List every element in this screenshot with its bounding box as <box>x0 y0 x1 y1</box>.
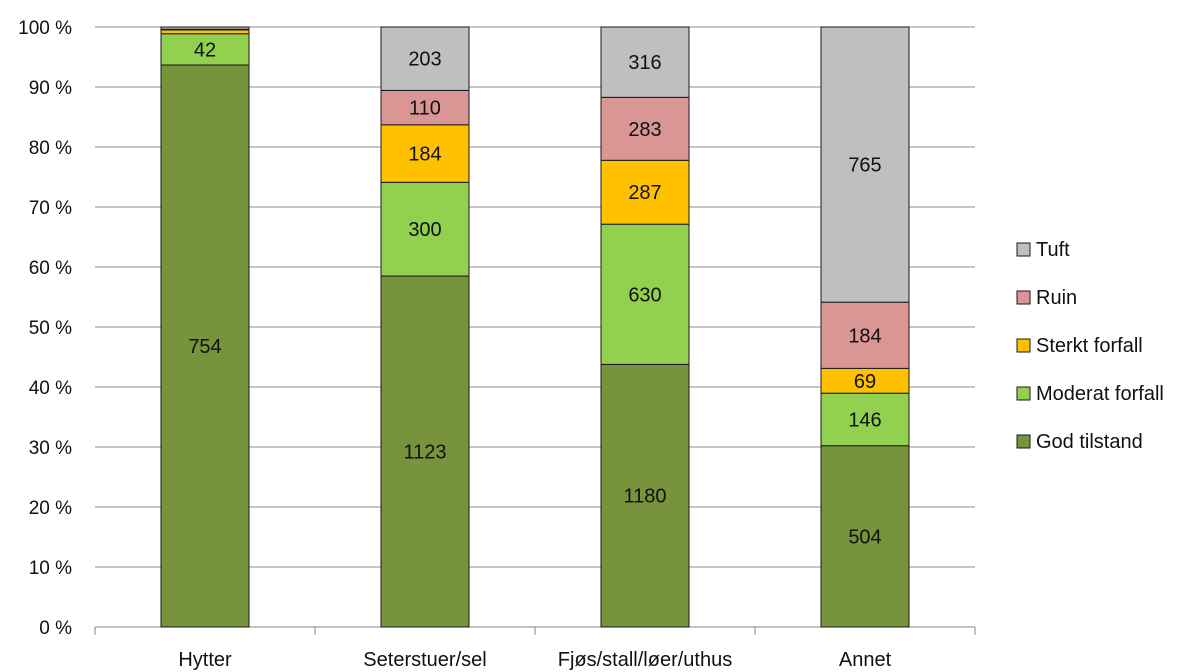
data-label: 283 <box>628 119 661 141</box>
legend-swatch <box>1016 434 1031 449</box>
bar-segment <box>820 367 910 394</box>
data-label: 287 <box>628 182 661 204</box>
y-tick-label: 90 % <box>29 78 72 99</box>
legend-label: Moderat forfall <box>1036 383 1164 405</box>
data-label: 184 <box>408 144 441 166</box>
legend-swatch <box>1016 242 1031 257</box>
data-label: 146 <box>848 409 881 431</box>
data-label: 1180 <box>623 486 666 508</box>
legend-label: Tuft <box>1036 239 1070 261</box>
bar-segment <box>160 26 250 30</box>
bar-segment <box>600 26 690 98</box>
data-label: 184 <box>848 325 881 347</box>
bar-segment <box>600 223 690 365</box>
legend-label: Ruin <box>1036 287 1077 309</box>
legend-label: Sterkt forfall <box>1036 335 1143 357</box>
data-label: 316 <box>628 52 661 74</box>
legend: Tuft Ruin Sterkt forfall Moderat forfall God… <box>1016 239 1164 453</box>
bar-segment <box>820 301 910 369</box>
x-category-label: Seterstuer/sel <box>363 649 486 671</box>
bars: 754 42 1123 300 184 110 203 1180 630 287 283 316 504… <box>160 26 910 628</box>
bar-segment <box>820 445 910 628</box>
y-axis-tick-labels: 0 % 10 % 20 % 30 % 40 % 50 % 60 % 70 % 80 % 90 % 1… <box>18 18 72 639</box>
data-label: 630 <box>628 284 661 306</box>
y-tick-label: 60 % <box>29 258 72 279</box>
data-label: 110 <box>409 98 441 120</box>
data-label: 300 <box>408 219 441 241</box>
y-tick-label: 70 % <box>29 198 72 219</box>
bar-segment <box>380 275 470 628</box>
bar-segment <box>600 363 690 628</box>
bar-segment <box>380 89 470 126</box>
bar-segment <box>820 392 910 447</box>
bar-segment <box>380 124 470 183</box>
y-tick-label: 50 % <box>29 318 72 339</box>
x-category-label: Hytter <box>178 649 232 671</box>
data-label: 203 <box>408 49 441 71</box>
data-label: 69 <box>854 371 876 393</box>
bar-segment <box>380 26 470 91</box>
y-tick-label: 80 % <box>29 138 72 159</box>
data-label: 504 <box>848 526 881 548</box>
y-tick-label: 10 % <box>29 558 72 579</box>
y-tick-label: 40 % <box>29 378 72 399</box>
legend-swatch <box>1016 338 1031 353</box>
y-tick-label: 100 % <box>18 18 72 39</box>
bar-segment <box>160 64 250 628</box>
bar-segment <box>600 96 690 161</box>
y-tick-label: 0 % <box>39 618 72 639</box>
bar-segment <box>160 29 250 35</box>
bar-segment <box>160 33 250 66</box>
x-category-label: Fjøs/stall/løer/uthus <box>558 649 732 671</box>
data-label: 1123 <box>403 442 446 464</box>
legend-swatch <box>1016 386 1031 401</box>
x-category-label: Annet <box>839 649 892 671</box>
data-label: 42 <box>194 39 216 61</box>
y-tick-label: 20 % <box>29 498 72 519</box>
legend-swatch <box>1016 290 1031 305</box>
data-label: 765 <box>848 155 881 177</box>
bar-segment <box>820 26 910 303</box>
legend-label: God tilstand <box>1036 431 1143 453</box>
x-axis: Hytter Seterstuer/sel Fjøs/stall/løer/uthu… <box>94 627 976 671</box>
bar-segment <box>600 159 690 225</box>
y-tick-label: 30 % <box>29 438 72 459</box>
data-label: 754 <box>188 336 221 358</box>
